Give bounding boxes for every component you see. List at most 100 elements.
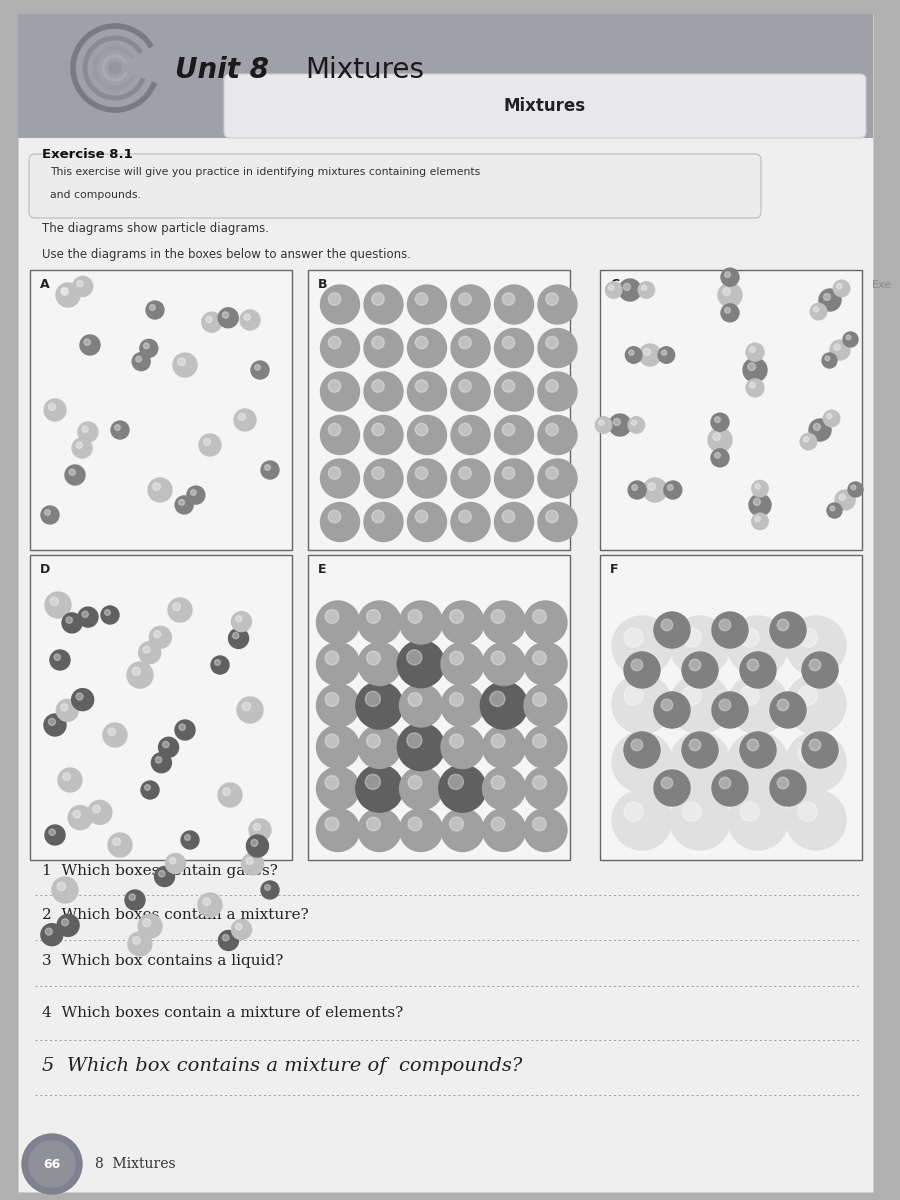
Circle shape: [358, 809, 401, 852]
Circle shape: [202, 312, 221, 332]
Circle shape: [494, 329, 534, 367]
Circle shape: [22, 1134, 82, 1194]
FancyBboxPatch shape: [600, 270, 862, 550]
Circle shape: [612, 616, 672, 676]
Circle shape: [612, 674, 672, 734]
Circle shape: [721, 268, 739, 286]
Circle shape: [50, 650, 70, 670]
Circle shape: [545, 293, 558, 305]
Circle shape: [624, 802, 644, 821]
Circle shape: [372, 379, 384, 392]
Circle shape: [358, 642, 401, 685]
Circle shape: [372, 510, 384, 523]
Circle shape: [143, 343, 149, 349]
Circle shape: [255, 365, 260, 371]
Circle shape: [398, 724, 445, 770]
Circle shape: [328, 379, 341, 392]
Circle shape: [173, 602, 181, 611]
Circle shape: [624, 686, 644, 706]
FancyBboxPatch shape: [29, 154, 761, 218]
Circle shape: [491, 817, 505, 830]
Circle shape: [364, 284, 403, 324]
Circle shape: [441, 684, 484, 727]
Circle shape: [72, 689, 94, 710]
Circle shape: [624, 732, 660, 768]
Text: Unit 8: Unit 8: [175, 56, 269, 84]
Circle shape: [494, 415, 534, 455]
Circle shape: [524, 684, 567, 727]
Circle shape: [770, 692, 806, 728]
Circle shape: [154, 631, 161, 637]
Circle shape: [78, 422, 98, 442]
Circle shape: [846, 335, 850, 340]
Circle shape: [68, 805, 92, 829]
Circle shape: [824, 294, 831, 300]
Circle shape: [451, 503, 490, 541]
Circle shape: [632, 485, 637, 491]
Circle shape: [49, 403, 56, 410]
Circle shape: [654, 612, 690, 648]
Circle shape: [662, 350, 667, 355]
Circle shape: [218, 782, 242, 806]
Circle shape: [214, 660, 220, 665]
Circle shape: [533, 652, 546, 665]
Circle shape: [502, 379, 515, 392]
Circle shape: [538, 284, 577, 324]
Circle shape: [441, 601, 484, 644]
Circle shape: [112, 838, 121, 846]
Circle shape: [524, 767, 567, 810]
FancyBboxPatch shape: [224, 74, 866, 138]
Circle shape: [450, 817, 464, 830]
Text: Exe: Exe: [872, 280, 892, 290]
Circle shape: [408, 372, 446, 410]
Circle shape: [711, 413, 729, 431]
Circle shape: [328, 467, 341, 479]
Circle shape: [770, 612, 806, 648]
Circle shape: [494, 503, 534, 541]
Circle shape: [145, 785, 150, 791]
Circle shape: [80, 335, 100, 355]
Circle shape: [658, 347, 675, 364]
Circle shape: [451, 372, 490, 410]
Circle shape: [372, 293, 384, 305]
Circle shape: [128, 932, 152, 956]
Circle shape: [482, 767, 526, 810]
Circle shape: [206, 316, 212, 323]
Circle shape: [728, 674, 788, 734]
Circle shape: [44, 714, 66, 736]
Circle shape: [191, 490, 196, 496]
Circle shape: [173, 353, 197, 377]
Circle shape: [824, 410, 840, 427]
Circle shape: [251, 361, 269, 379]
Circle shape: [502, 510, 515, 523]
Circle shape: [502, 467, 515, 479]
Circle shape: [682, 652, 718, 688]
Text: 2  Which boxes contain a mixture?: 2 Which boxes contain a mixture?: [42, 908, 309, 922]
Circle shape: [76, 694, 83, 700]
Circle shape: [778, 619, 788, 631]
Circle shape: [786, 790, 846, 850]
Circle shape: [132, 937, 140, 944]
Circle shape: [57, 914, 79, 936]
Circle shape: [809, 659, 821, 671]
Circle shape: [408, 817, 422, 830]
Circle shape: [619, 278, 641, 301]
Circle shape: [802, 732, 838, 768]
Circle shape: [451, 458, 490, 498]
Circle shape: [84, 338, 90, 346]
Circle shape: [179, 499, 184, 505]
Circle shape: [408, 692, 422, 707]
Circle shape: [740, 802, 760, 821]
Circle shape: [415, 510, 428, 523]
Circle shape: [408, 329, 446, 367]
Circle shape: [328, 424, 341, 436]
Circle shape: [408, 503, 446, 541]
Circle shape: [320, 503, 359, 541]
Circle shape: [662, 700, 672, 710]
Circle shape: [140, 340, 158, 358]
Circle shape: [325, 734, 339, 748]
Text: 5  Which box contains a mixture of  compounds?: 5 Which box contains a mixture of compou…: [42, 1057, 522, 1075]
Circle shape: [40, 924, 63, 946]
Circle shape: [236, 616, 242, 622]
Text: 66: 66: [43, 1158, 60, 1170]
